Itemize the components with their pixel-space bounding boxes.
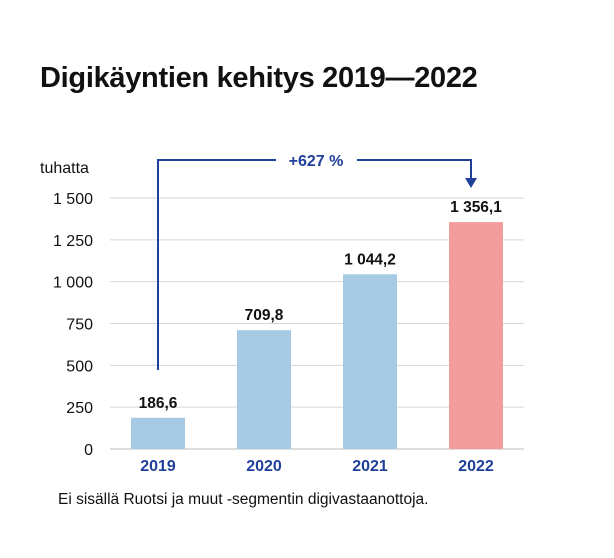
value-label-2021: 1 044,2 xyxy=(344,251,396,268)
y-tick-label: 1 000 xyxy=(53,275,93,292)
y-axis-ticks: 0 250 500 750 1 000 1 250 1 500 xyxy=(53,191,93,459)
bar-2019 xyxy=(131,417,185,449)
x-tick-label-2020: 2020 xyxy=(246,458,282,475)
bracket-left xyxy=(157,159,276,370)
chart-footnote: Ei sisällä Ruotsi ja muut -segmentin dig… xyxy=(58,491,429,508)
bars xyxy=(131,222,503,449)
y-tick-label: 750 xyxy=(66,317,93,334)
growth-annotation: +627 % xyxy=(157,153,477,370)
chart-title: Digikäyntien kehitys 2019—2022 xyxy=(40,62,478,94)
arrow-head xyxy=(465,178,477,188)
growth-label: +627 % xyxy=(289,153,344,170)
value-label-2022: 1 356,1 xyxy=(450,199,502,216)
x-axis-labels: 2019 2020 2021 2022 xyxy=(140,458,494,475)
y-tick-label: 1 500 xyxy=(53,191,93,208)
bar-2020 xyxy=(237,330,291,449)
x-tick-label-2022: 2022 xyxy=(458,458,494,475)
bar-2022 xyxy=(449,222,503,449)
y-tick-label: 1 250 xyxy=(53,233,93,250)
value-label-2019: 186,6 xyxy=(139,395,178,412)
bar-value-labels: 186,6 709,8 1 044,2 1 356,1 xyxy=(139,199,503,412)
bar-2021 xyxy=(343,274,397,449)
y-axis-unit-label: tuhatta xyxy=(40,160,89,177)
y-tick-label: 250 xyxy=(66,400,93,417)
value-label-2020: 709,8 xyxy=(245,307,284,324)
x-tick-label-2019: 2019 xyxy=(140,458,176,475)
y-tick-label: 0 xyxy=(84,442,93,459)
y-tick-label: 500 xyxy=(66,358,93,375)
x-tick-label-2021: 2021 xyxy=(352,458,388,475)
bracket-right xyxy=(357,159,472,179)
